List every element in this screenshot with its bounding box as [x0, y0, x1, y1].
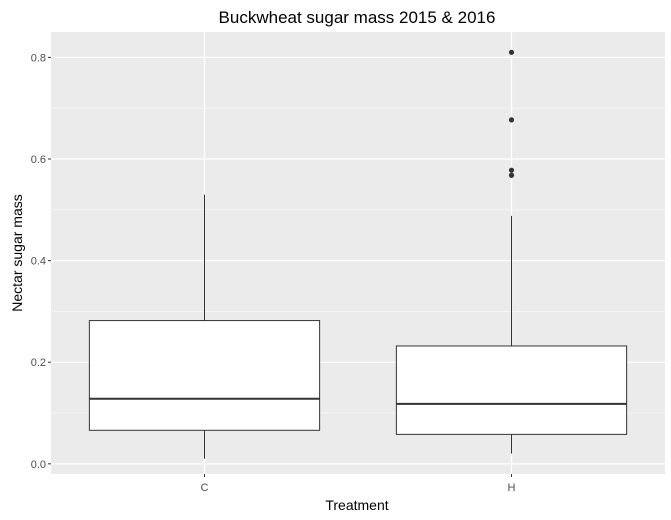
y-tick-label: 0.2	[31, 357, 46, 369]
chart-title: Buckwheat sugar mass 2015 & 2016	[219, 8, 496, 27]
y-tick-label: 0.6	[31, 154, 46, 166]
x-tick-label: H	[508, 482, 516, 494]
outlier-point	[508, 172, 515, 178]
boxplots	[88, 49, 628, 459]
y-axis-ticks: 0.0 0.2 0.4 0.6 0.8	[31, 52, 51, 471]
y-axis-title: Nectar sugar mass	[9, 194, 25, 311]
x-axis-title: Treatment	[325, 497, 388, 513]
y-tick-label: 0.8	[31, 52, 46, 64]
y-tick-label: 0.4	[31, 256, 46, 268]
outlier-point	[508, 49, 515, 55]
box-iqr	[395, 345, 628, 435]
y-tick-label: 0.0	[31, 459, 46, 471]
outlier-point	[508, 167, 515, 173]
boxplot-H	[395, 49, 628, 454]
outlier-point	[508, 117, 515, 123]
boxplot-C	[88, 194, 321, 459]
x-tick-label: C	[201, 482, 209, 494]
box-iqr	[88, 320, 321, 431]
